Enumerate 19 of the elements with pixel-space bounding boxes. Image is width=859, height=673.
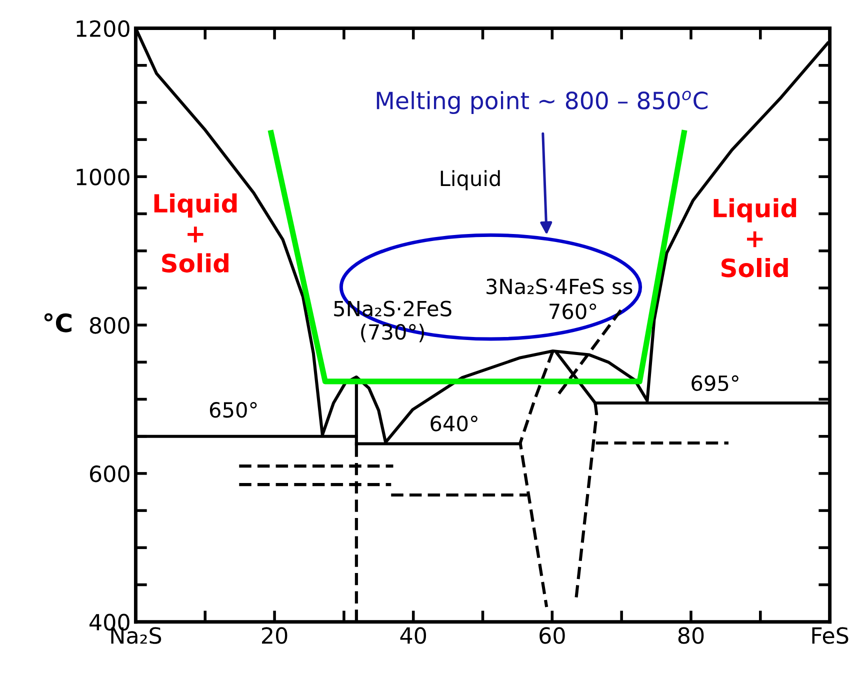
x-tick-label: 60 xyxy=(540,627,565,644)
x-tick-label: 80 xyxy=(678,627,704,644)
annotation: 650° xyxy=(210,402,257,418)
x-tick-label: FeS xyxy=(812,627,848,644)
x-tick-label: 20 xyxy=(262,627,288,644)
y-axis-title: °C xyxy=(44,313,72,332)
annotation: 760° xyxy=(550,303,596,320)
y-tick-label: 800 xyxy=(90,317,130,334)
annotation: 695° xyxy=(692,375,738,392)
x-tick-label: 40 xyxy=(400,627,426,644)
annotation: Liquid + Solid xyxy=(154,193,237,273)
y-tick-label: 1000 xyxy=(76,168,130,186)
annotation: 3Na₂S·4FeS ss xyxy=(486,278,632,294)
annotation: Melting point ~ 800 – 850$^{o}$C xyxy=(376,90,708,114)
annotation: 640° xyxy=(430,416,478,432)
annotation: Liquid + Solid xyxy=(714,198,796,278)
annotation: Liquid xyxy=(440,170,500,190)
y-tick-label: 600 xyxy=(90,465,130,482)
y-tick-label: 1200 xyxy=(76,20,130,38)
